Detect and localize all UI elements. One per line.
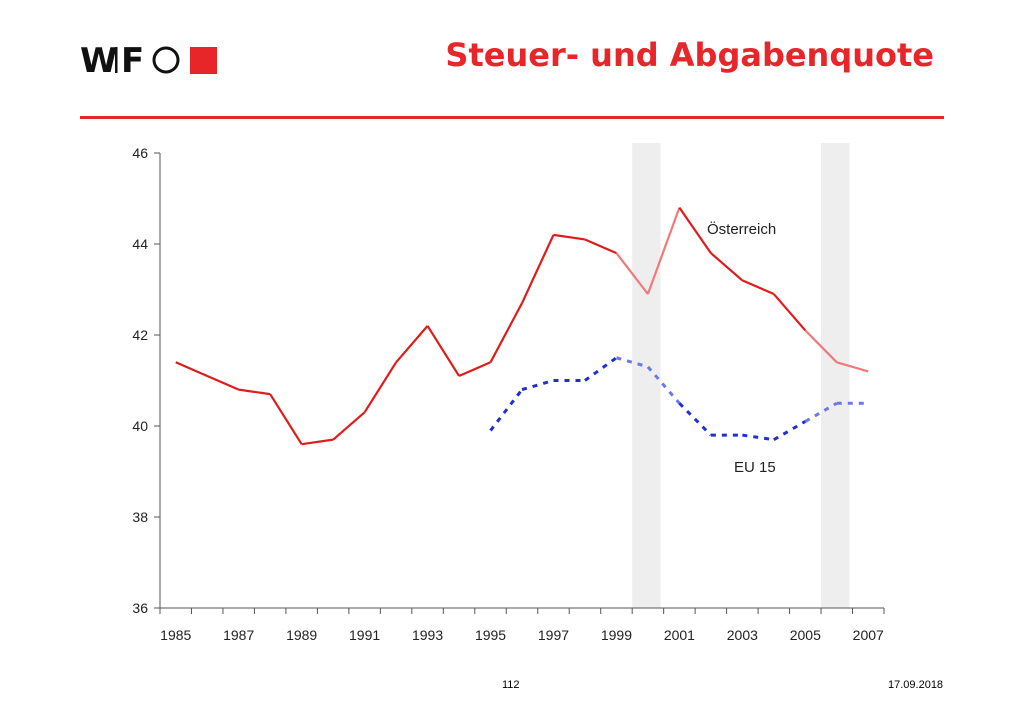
series-segment: [742, 433, 775, 442]
x-tick-label: 1985: [160, 627, 191, 643]
x-tick-label: 2005: [790, 627, 821, 643]
series-segment: [678, 206, 712, 254]
series-segment: [458, 361, 491, 377]
series-segment: [772, 293, 807, 332]
series-segment: [206, 374, 240, 391]
series-segment: [426, 325, 460, 377]
x-tick-label: 1989: [286, 627, 317, 643]
svg-text:F: F: [121, 41, 144, 80]
series-segment: [584, 238, 617, 255]
x-tick-label: 2001: [664, 627, 695, 643]
series-segment: [489, 302, 523, 363]
series-segment: [773, 420, 807, 441]
x-tick-label: 1987: [223, 627, 254, 643]
series-segment: [615, 252, 649, 295]
x-tick-label: 2003: [727, 627, 758, 643]
series-segment: [521, 234, 555, 304]
series-segment: [678, 402, 712, 437]
page-title: Steuer- und Abgabenquote: [445, 36, 934, 74]
series-segment: [804, 329, 838, 364]
y-tick-label: 38: [132, 509, 148, 525]
series-labels: Österreich EU 15: [707, 220, 776, 476]
title-divider: [80, 116, 944, 119]
series-segment: [710, 252, 744, 282]
series-segment: [332, 411, 366, 441]
y-tick-label: 44: [132, 236, 148, 252]
series-segment: [521, 379, 554, 392]
series-segment: [584, 356, 618, 382]
x-tick-label: 1993: [412, 627, 443, 643]
shaded-periods: [632, 143, 850, 608]
series-segment: [395, 325, 429, 364]
series-segment: [646, 365, 681, 405]
series-segment: [238, 388, 271, 396]
x-tick-label: 1991: [349, 627, 380, 643]
x-tick-label: 2007: [853, 627, 884, 643]
x-tick-label: 1995: [475, 627, 506, 643]
series-line-0: [175, 206, 869, 446]
series-segment: [741, 279, 775, 296]
series-segment: [646, 207, 681, 295]
footer-date: 17.09.2018: [888, 679, 944, 691]
x-tick-label: 1997: [538, 627, 569, 643]
x-tick-label: 1999: [601, 627, 632, 643]
svg-text:W: W: [80, 41, 118, 80]
y-tick-label: 42: [132, 327, 148, 343]
axes: 36 38 40 42 44 46 1985 1987 1989 1991 1993 1995 1997…: [132, 145, 885, 643]
series-line-1: [489, 356, 869, 442]
series-segment: [175, 361, 208, 377]
series-segment: [301, 438, 334, 446]
series-segment: [363, 361, 398, 413]
series-segment: [836, 361, 869, 373]
y-tick-label: 36: [132, 600, 148, 616]
series-label-eu15: EU 15: [734, 459, 776, 476]
wifo-logo: W F: [80, 41, 217, 80]
shaded-period-1: [821, 143, 850, 608]
y-tick-label: 46: [132, 145, 148, 161]
series-lines: [175, 206, 869, 446]
series-segment: [553, 233, 586, 241]
series-label-oesterreich: Österreich: [707, 220, 776, 238]
series-segment: [269, 393, 303, 445]
y-tick-label: 40: [132, 418, 148, 434]
page-number: 112: [502, 679, 520, 691]
series-segment: [489, 388, 524, 432]
